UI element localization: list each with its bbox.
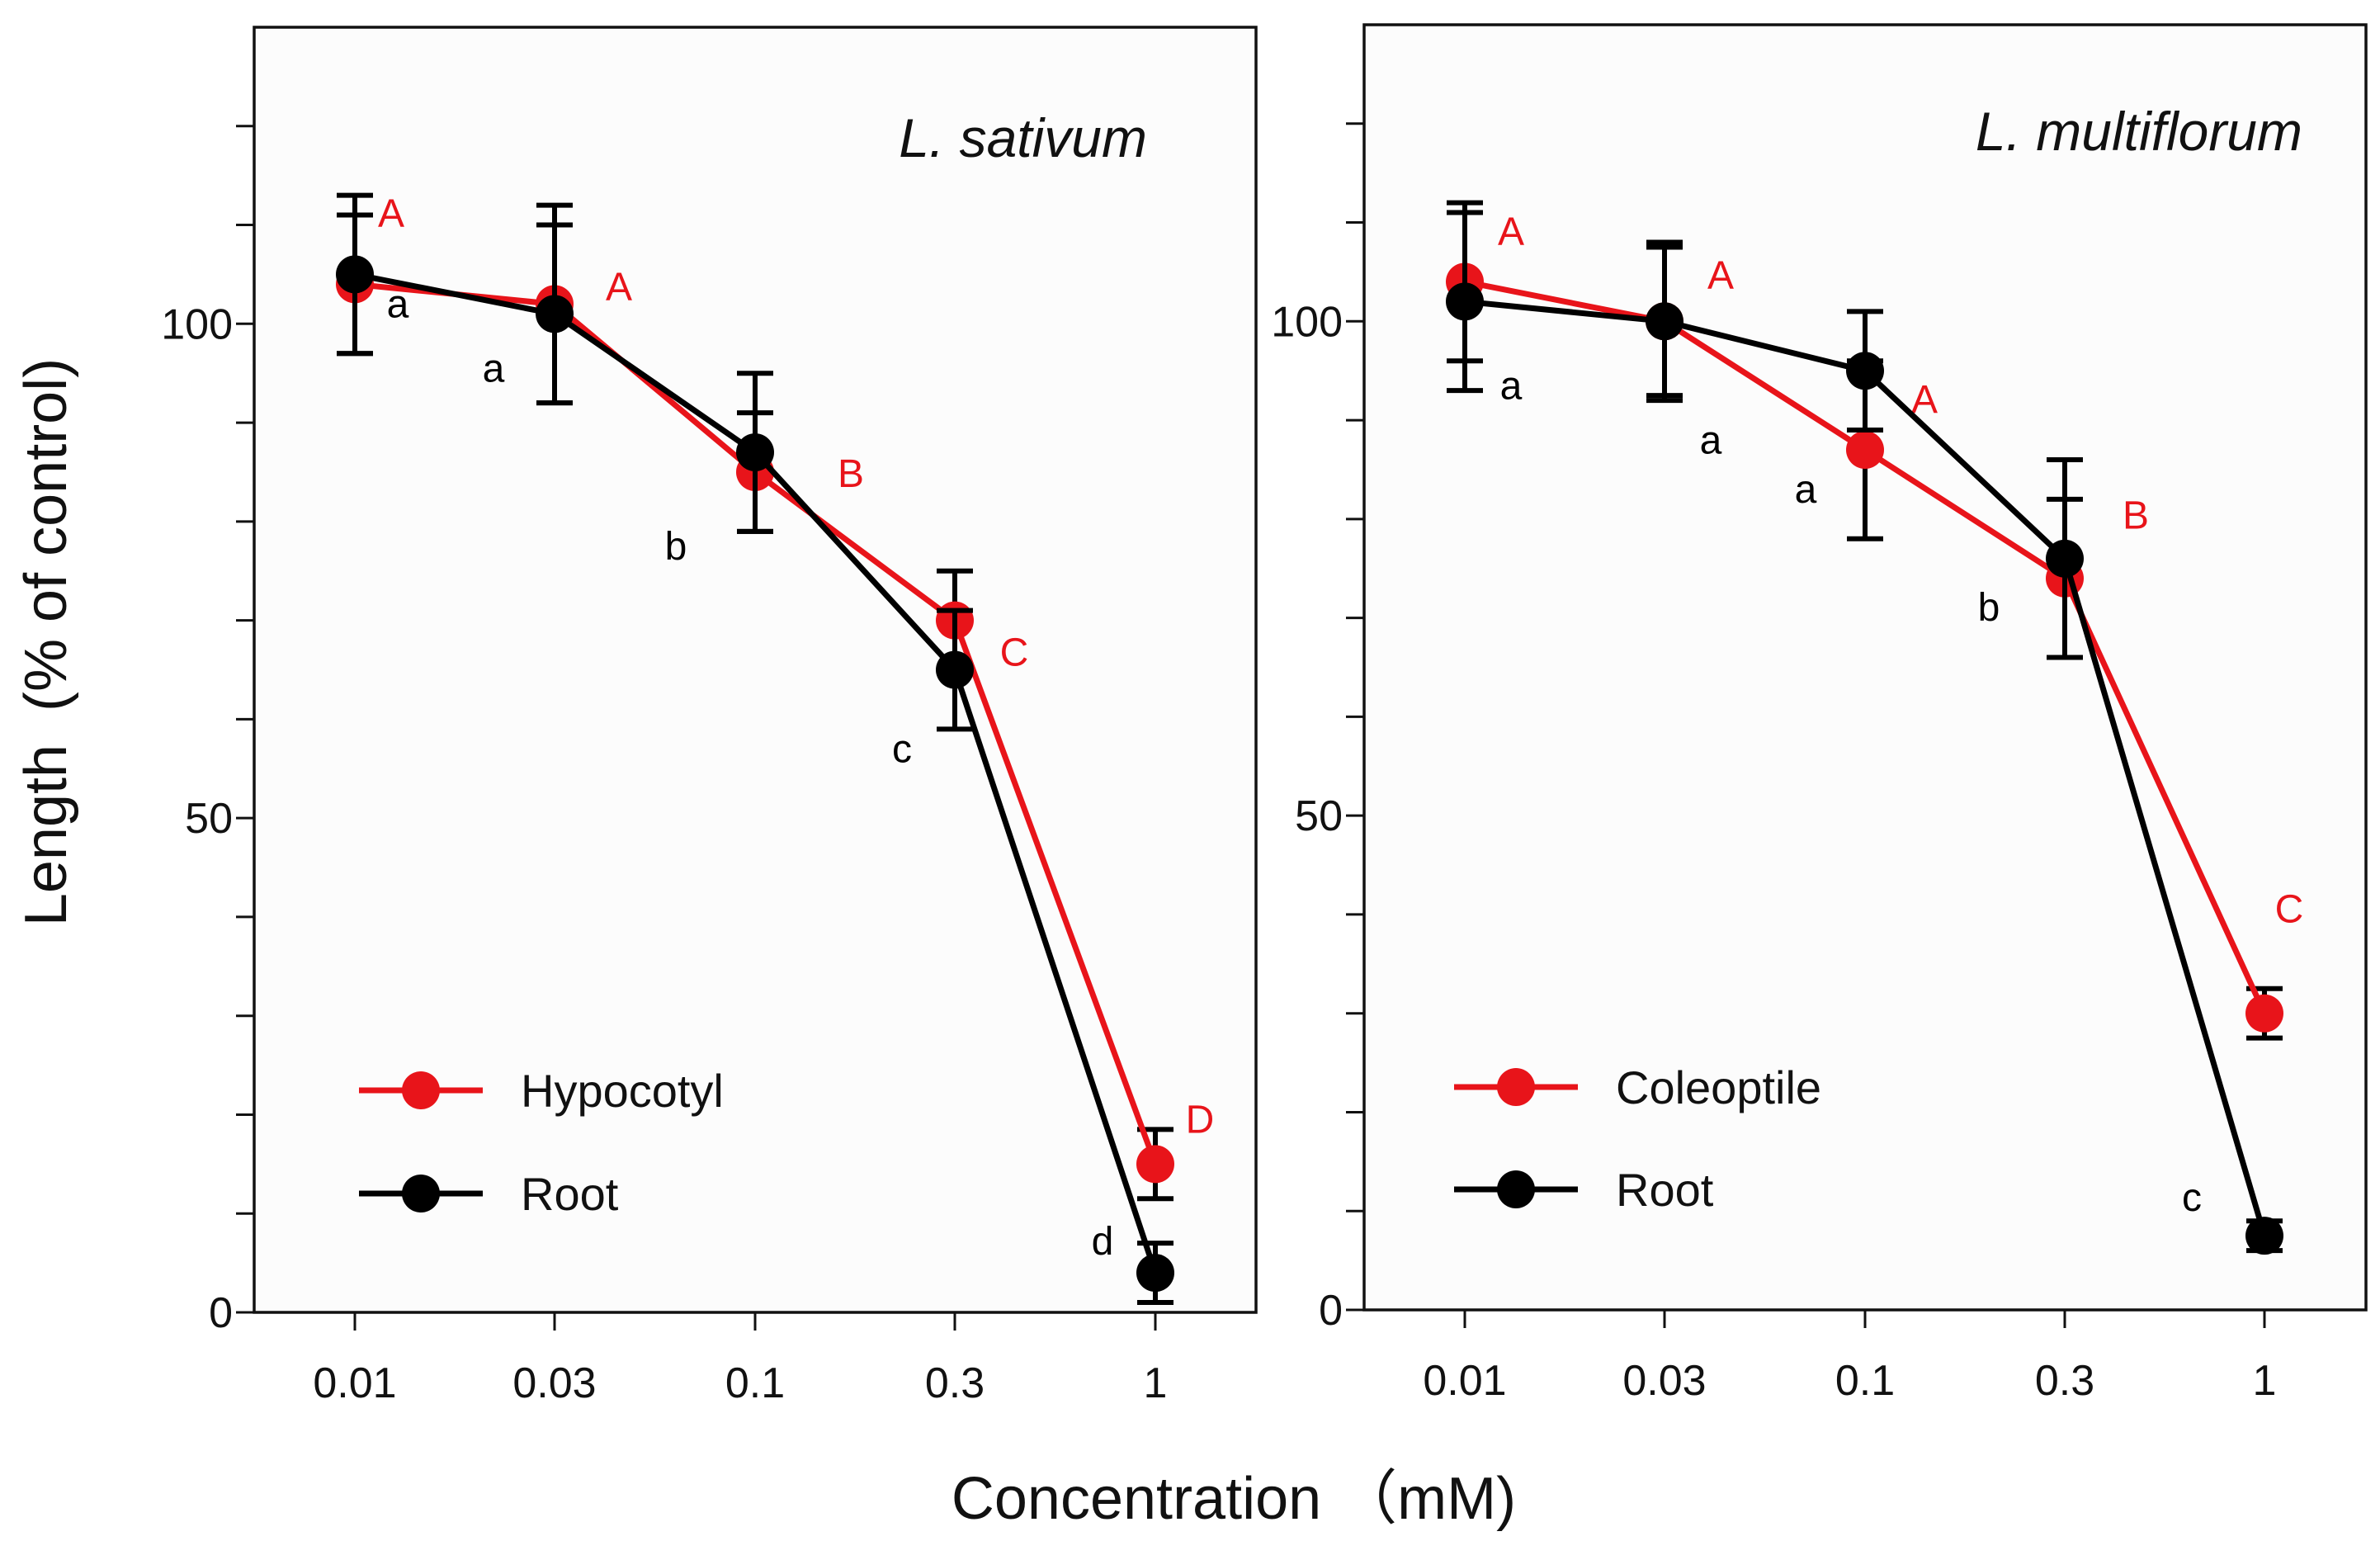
x-axis-title: Concentration （mM) [952,1466,1516,1532]
y-axis-title: Length (% of control) [13,358,79,926]
x-tick-label: 0.03 [512,1359,596,1407]
y-tick-label: 0 [209,1289,233,1337]
significance-label: b [1978,586,2000,630]
significance-label: D [1186,1098,1215,1142]
x-tick-label: 0.3 [2035,1357,2094,1405]
panel-title: L. multiflorum [1976,101,2302,162]
significance-label: B [2123,494,2149,538]
x-tick-label: 1 [2253,1357,2277,1405]
data-point [2046,539,2084,578]
significance-label: a [1500,364,1523,408]
x-tick-label: 0.01 [1423,1357,1506,1405]
chart-panel-lepidium: 0 50 100 0.01 0.03 0.1 0.3 1 L. sativum A A B C D Hypo… [161,26,1258,1407]
data-point [536,295,574,333]
legend-marker [1497,1068,1535,1106]
panel-title: L. sativum [899,107,1147,168]
y-tick-label: 50 [185,795,233,843]
data-point [1136,1254,1174,1293]
significance-label: a [387,282,409,326]
data-point [1446,282,1484,321]
data-point [1846,352,1884,390]
significance-label: c [892,728,912,772]
legend-label: Hypocotyl [521,1065,724,1117]
data-point [736,433,774,472]
series-root [336,192,1174,1306]
significance-label: a [483,347,505,390]
series-root [1446,210,2283,1255]
x-tick-label: 0.01 [313,1359,396,1407]
significance-label: B [838,452,864,496]
data-point [936,650,974,689]
x-tick-label: 0.1 [1835,1357,1895,1405]
significance-label: A [1707,253,1734,297]
significance-label: A [1498,210,1524,253]
significance-label: C [1000,631,1029,675]
x-tick-label: 0.03 [1622,1357,1706,1405]
significance-label: A [606,265,632,309]
x-tick-label: 0.3 [925,1359,985,1407]
x-tick-label: 0.1 [725,1359,785,1407]
significance-label: a [1795,468,1817,512]
significance-label: b [665,525,687,569]
data-point [1136,1145,1174,1184]
y-tick-label: 0 [1319,1287,1343,1335]
legend-marker [402,1175,440,1212]
legend-label: Root [521,1168,619,1220]
legend-marker [1497,1170,1535,1208]
y-tick-label: 50 [1295,792,1343,840]
data-point [1846,431,1884,470]
significance-label: d [1092,1220,1114,1264]
data-point [2245,1217,2283,1255]
data-point [1646,302,1683,341]
legend-label: Root [1616,1164,1714,1216]
significance-label: a [1700,418,1722,462]
significance-label: C [2275,888,2304,932]
significance-label: A [378,191,404,235]
legend-marker [402,1071,440,1109]
significance-label: c [2182,1176,2202,1220]
legend-label: Coleoptile [1616,1061,1821,1113]
data-point [336,255,374,294]
y-tick-label: 100 [161,300,233,348]
x-tick-label: 1 [1144,1359,1168,1407]
y-tick-label: 100 [1271,298,1343,346]
data-point [2245,994,2283,1033]
